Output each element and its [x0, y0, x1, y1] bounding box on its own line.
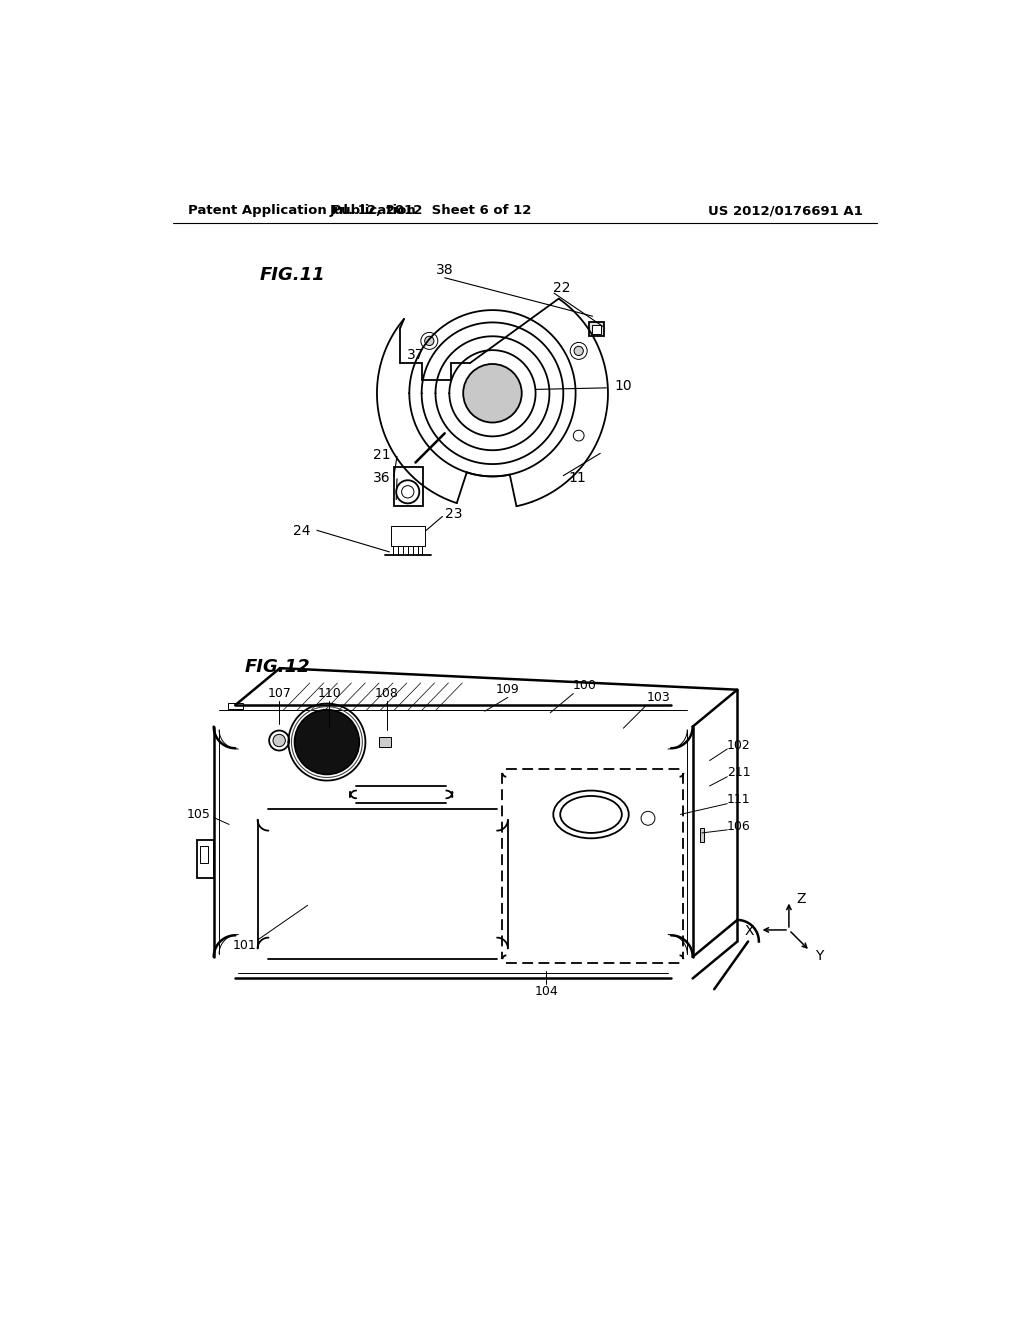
Text: 11: 11: [568, 471, 586, 484]
Circle shape: [295, 710, 359, 775]
Text: 211: 211: [727, 767, 751, 779]
Text: 107: 107: [267, 686, 291, 700]
Text: 36: 36: [373, 471, 390, 484]
Text: FIG.11: FIG.11: [260, 267, 326, 284]
Text: 37: 37: [407, 347, 424, 362]
Text: US 2012/0176691 A1: US 2012/0176691 A1: [708, 205, 862, 218]
Circle shape: [273, 734, 286, 747]
Circle shape: [425, 337, 434, 346]
Text: 109: 109: [496, 684, 520, 696]
Text: 102: 102: [727, 739, 751, 751]
Bar: [391, 527, 425, 545]
Text: Jul. 12, 2012  Sheet 6 of 12: Jul. 12, 2012 Sheet 6 of 12: [330, 205, 532, 218]
Text: 100: 100: [572, 680, 597, 693]
Bar: [394, 467, 423, 506]
Text: 108: 108: [375, 686, 399, 700]
Bar: [197, 840, 214, 878]
Text: Z: Z: [797, 892, 806, 906]
Text: 110: 110: [317, 686, 341, 700]
Bar: [592, 325, 601, 334]
Circle shape: [463, 364, 521, 422]
Bar: [589, 322, 604, 337]
Text: 111: 111: [727, 793, 751, 807]
Bar: [227, 702, 243, 709]
Bar: [699, 829, 705, 842]
Text: 24: 24: [293, 524, 310, 539]
Text: X: X: [744, 924, 754, 939]
Text: FIG.12: FIG.12: [245, 657, 310, 676]
Text: 105: 105: [186, 808, 210, 821]
Text: 103: 103: [647, 690, 671, 704]
Text: 106: 106: [727, 820, 751, 833]
Text: 38: 38: [436, 263, 454, 277]
Text: 10: 10: [614, 379, 632, 392]
Text: 21: 21: [373, 447, 390, 462]
Text: Y: Y: [815, 949, 823, 962]
Text: 101: 101: [232, 939, 256, 952]
Text: Patent Application Publication: Patent Application Publication: [188, 205, 416, 218]
Bar: [200, 846, 208, 863]
Text: 22: 22: [553, 281, 570, 294]
Text: 104: 104: [535, 985, 558, 998]
Circle shape: [574, 346, 584, 355]
Text: 23: 23: [445, 507, 463, 521]
Bar: [379, 738, 391, 747]
